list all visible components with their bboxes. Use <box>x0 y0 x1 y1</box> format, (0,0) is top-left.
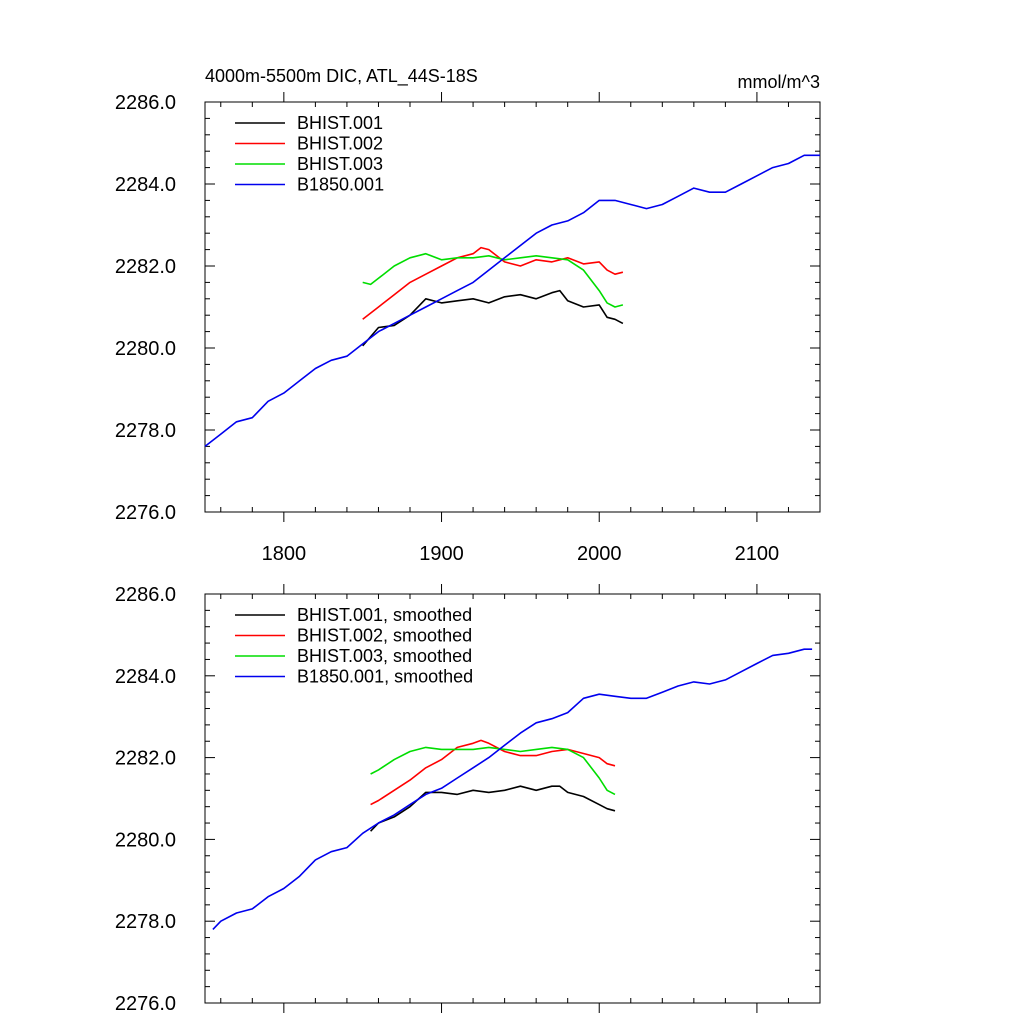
y-tick-label: 2284.0 <box>115 174 176 196</box>
legend-label: B1850.001 <box>297 175 384 195</box>
y-tick-label: 2286.0 <box>115 584 176 606</box>
series-line-2 <box>370 746 616 796</box>
x-tick-label: 1800 <box>262 543 307 565</box>
y-tick-label: 2282.0 <box>115 256 176 278</box>
series-line-1 <box>370 739 616 806</box>
series-line-3 <box>204 154 820 448</box>
y-tick-label: 2280.0 <box>115 338 176 360</box>
legend-label: BHIST.002 <box>297 134 383 154</box>
chart-title: 4000m-5500m DIC, ATL_44S-18S <box>205 66 478 87</box>
y-tick-label: 2278.0 <box>115 420 176 442</box>
legend-label: BHIST.003, smoothed <box>297 646 472 666</box>
x-tick-label: 1900 <box>419 543 464 565</box>
legend-label: BHIST.001, smoothed <box>297 605 472 625</box>
legend-label: B1850.001, smoothed <box>297 667 473 687</box>
y-tick-label: 2282.0 <box>115 748 176 770</box>
series-line-3 <box>212 648 813 930</box>
legend-label: BHIST.001 <box>297 113 383 133</box>
legend-label: BHIST.002, smoothed <box>297 626 472 646</box>
legend-label: BHIST.003 <box>297 154 383 174</box>
y-tick-label: 2278.0 <box>115 911 176 933</box>
x-tick-label: 2000 <box>577 543 622 565</box>
series-line-1 <box>362 246 624 320</box>
units-label: mmol/m^3 <box>738 72 820 92</box>
x-tick-label: 2100 <box>735 543 780 565</box>
series-line-0 <box>370 785 616 832</box>
y-tick-label: 2280.0 <box>115 829 176 851</box>
bottom-panel: 2276.0 2278.0 2280.0 2282.0 2284.0 2286.0 BHIS… <box>115 584 821 1015</box>
top-panel: 1800 1900 2000 2100 2276.0 2278.0 2280.0 2282.0… <box>115 66 821 565</box>
series-line-2 <box>362 252 624 308</box>
plot-frame <box>204 101 821 513</box>
y-tick-label: 2276.0 <box>115 993 176 1015</box>
plot-frame <box>204 593 821 1004</box>
y-tick-label: 2284.0 <box>115 666 176 688</box>
y-tick-label: 2286.0 <box>115 92 176 114</box>
y-tick-label: 2276.0 <box>115 502 176 524</box>
series-line-0 <box>362 289 624 347</box>
